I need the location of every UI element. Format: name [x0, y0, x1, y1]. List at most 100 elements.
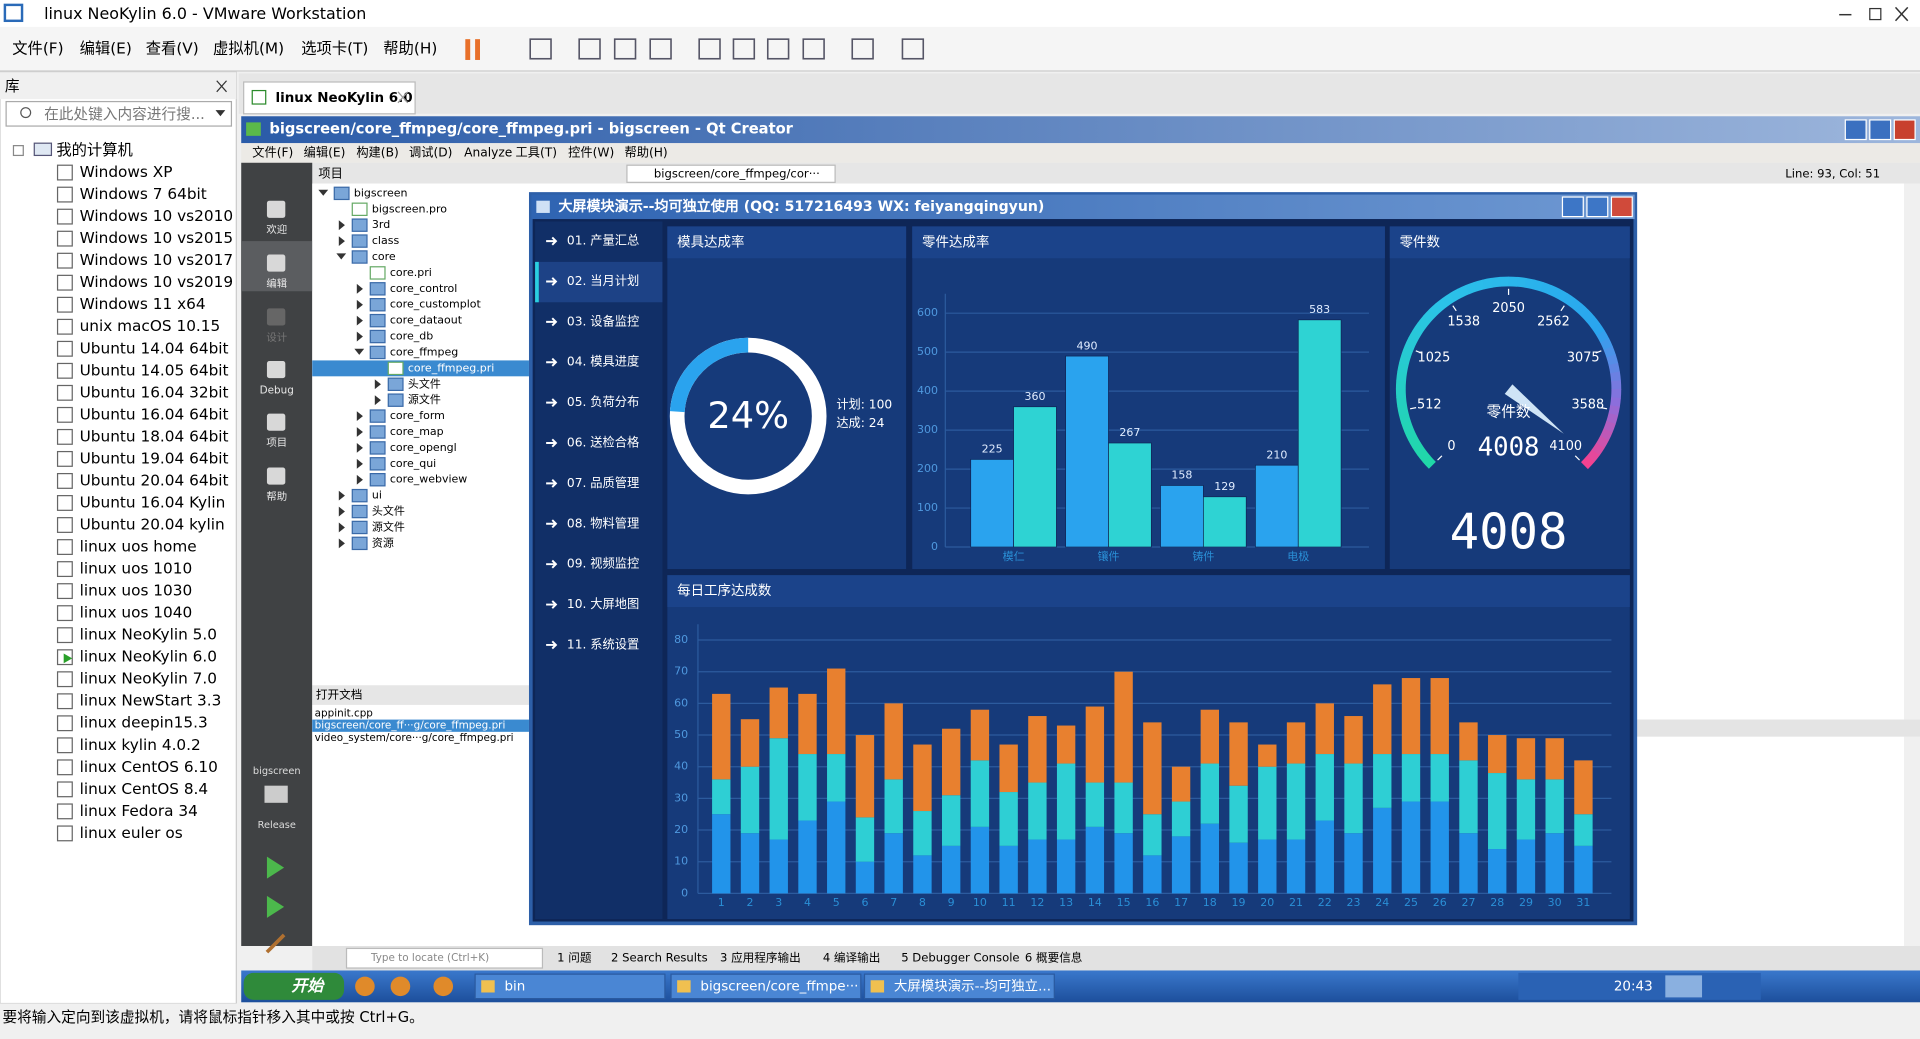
vm-item[interactable]: linux CentOS 6.10 — [80, 758, 218, 776]
vm-item[interactable]: Windows 7 64bit — [80, 185, 207, 203]
pause-button[interactable] — [475, 39, 480, 60]
task-label[interactable]: bin — [504, 979, 525, 994]
vm-item[interactable]: linux uos 1030 — [80, 582, 193, 600]
tree-item[interactable]: 源文件 — [372, 519, 405, 533]
open-doc[interactable]: appinit.cpp — [315, 707, 374, 719]
tree-item[interactable]: core_form — [390, 409, 445, 422]
toolbar-icon[interactable] — [529, 38, 552, 60]
output-tab[interactable]: 4 编译输出 — [823, 951, 881, 965]
task-button[interactable] — [863, 973, 1055, 1000]
vm-tab[interactable] — [243, 81, 416, 115]
vm-item[interactable]: unix macOS 10.15 — [80, 317, 221, 335]
mode-label[interactable]: 项目 — [266, 437, 287, 449]
nav-item[interactable]: 10. 大屏地图 — [567, 597, 639, 611]
tray-button[interactable] — [1665, 975, 1703, 998]
tree-item[interactable]: core_qui — [390, 457, 436, 470]
vm-item[interactable]: linux CentOS 8.4 — [80, 780, 209, 798]
tree-item[interactable]: core — [372, 250, 396, 263]
output-tab[interactable]: 5 Debugger Console — [901, 951, 1019, 965]
nav-item[interactable]: 05. 负荷分布 — [567, 395, 639, 409]
menu-item[interactable]: 查看(V) — [146, 39, 199, 57]
search-box[interactable] — [5, 100, 233, 127]
tree-item[interactable]: 资源 — [372, 535, 394, 549]
menu-item[interactable]: 文件(F) — [12, 39, 63, 57]
vm-item[interactable]: Ubuntu 20.04 64bit — [80, 471, 229, 489]
app-window-button[interactable] — [1610, 196, 1633, 218]
start-label[interactable]: 开始 — [291, 976, 325, 995]
nav-item[interactable]: 08. 物料管理 — [567, 515, 639, 530]
run-button[interactable] — [266, 856, 285, 879]
vm-item[interactable]: Windows 10 vs2019 — [80, 273, 233, 291]
qt-menu-item[interactable]: 帮助(H) — [624, 145, 667, 159]
vm-item[interactable]: Ubuntu 14.05 64bit — [80, 361, 229, 379]
vm-item[interactable]: Windows 10 vs2010 — [80, 207, 233, 225]
output-tab[interactable]: 6 概要信息 — [1025, 951, 1083, 965]
nav-item[interactable]: 01. 产量汇总 — [567, 234, 639, 248]
mode-label[interactable]: 编辑 — [266, 277, 287, 290]
toolbar-icon[interactable] — [802, 38, 825, 60]
vm-item[interactable]: Windows 10 vs2015 — [80, 229, 233, 247]
qt-window-button[interactable] — [1893, 119, 1916, 141]
app-window-button[interactable] — [1586, 196, 1609, 218]
tree-item[interactable]: class — [372, 234, 400, 247]
task-button[interactable] — [670, 973, 862, 1000]
qt-window-button[interactable] — [1869, 119, 1892, 141]
nav-item[interactable]: 04. 模具进度 — [567, 354, 639, 369]
vm-item[interactable]: linux deepin15.3 — [80, 714, 208, 732]
mode-label[interactable]: 欢迎 — [266, 223, 287, 236]
menu-item[interactable]: 帮助(H) — [383, 39, 437, 57]
debug-run-button[interactable] — [266, 895, 285, 918]
task-label[interactable]: bigscreen/core_ffmpe··· — [700, 979, 858, 994]
tree-item[interactable]: bigscreen — [354, 186, 408, 199]
toolbar-icon[interactable] — [901, 38, 925, 60]
tree-item[interactable]: 3rd — [372, 218, 390, 231]
nav-item[interactable]: 07. 品质管理 — [567, 475, 639, 490]
tree-item[interactable]: 头文件 — [408, 376, 441, 390]
qt-menu-item[interactable]: 编辑(E) — [304, 144, 346, 159]
vm-item[interactable]: linux uos 1010 — [80, 560, 193, 578]
output-tab[interactable]: 3 应用程序输出 — [720, 951, 801, 965]
toolbar-icon[interactable] — [732, 38, 756, 60]
toolbar-icon[interactable] — [649, 38, 672, 60]
tree-item[interactable]: core_opengl — [390, 441, 457, 454]
open-doc[interactable]: bigscreen/core_ff···g/core_ffmpeg.pri — [315, 720, 506, 732]
qt-menu-item[interactable]: 文件(F) — [252, 144, 293, 159]
qt-menu-item[interactable]: Analyze — [464, 145, 512, 159]
quick-launch-icon[interactable] — [390, 976, 411, 997]
nav-item[interactable]: 02. 当月计划 — [567, 274, 639, 288]
tree-item[interactable]: core_ffmpeg — [390, 345, 458, 358]
task-button[interactable] — [474, 973, 666, 1000]
nav-item[interactable]: 03. 设备监控 — [567, 314, 639, 328]
tree-item[interactable]: ui — [372, 489, 382, 502]
vm-item[interactable]: Ubuntu 14.04 64bit — [80, 339, 229, 357]
pause-button[interactable] — [465, 39, 471, 60]
vm-item[interactable]: linux NewStart 3.3 — [80, 692, 222, 710]
vm-item[interactable]: Windows 11 x64 — [80, 295, 206, 313]
tree-item[interactable]: core_control — [390, 282, 457, 295]
restore-button[interactable] — [1869, 7, 1882, 21]
qt-menu-item[interactable]: 控件(W) — [568, 145, 614, 159]
output-tab[interactable]: 1 问题 — [557, 951, 592, 965]
locate-box[interactable] — [345, 947, 544, 969]
toolbar-icon[interactable] — [851, 38, 874, 60]
vm-item[interactable]: Ubuntu 19.04 64bit — [80, 449, 229, 467]
mode-label[interactable]: 设计 — [266, 331, 287, 344]
mode-label[interactable]: 帮助 — [266, 490, 287, 503]
menu-item[interactable]: 虚拟机(M) — [213, 39, 284, 57]
output-tab[interactable]: 2 Search Results — [611, 951, 708, 965]
tree-item[interactable]: core_dataout — [390, 314, 463, 327]
qt-menu-item[interactable]: 工具(T) — [516, 145, 558, 159]
vm-item[interactable]: Windows XP — [80, 163, 173, 181]
nav-item[interactable]: 09. 视频监控 — [567, 556, 639, 571]
task-label[interactable]: 大屏模块演示--均可独立... — [894, 978, 1051, 994]
tree-item[interactable]: bigscreen.pro — [372, 202, 447, 215]
quick-launch-icon[interactable] — [355, 976, 375, 997]
vm-item[interactable]: linux euler os — [80, 824, 183, 842]
vm-item[interactable]: linux uos 1040 — [80, 604, 193, 622]
vm-item[interactable]: linux Fedora 34 — [80, 802, 198, 820]
vm-item[interactable]: Ubuntu 16.04 Kylin — [80, 493, 226, 511]
vm-item[interactable]: linux kylin 4.0.2 — [80, 736, 201, 754]
tree-item[interactable]: 源文件 — [408, 392, 441, 406]
quick-launch-icon[interactable] — [433, 976, 454, 997]
menu-item[interactable]: 选项卡(T) — [301, 39, 368, 57]
